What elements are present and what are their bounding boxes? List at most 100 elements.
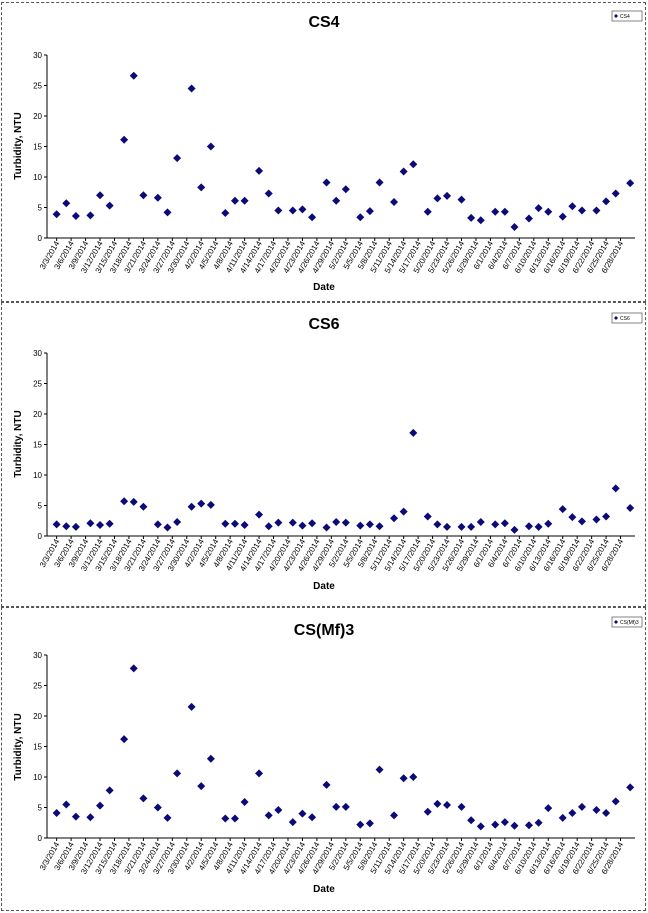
data-point	[558, 505, 567, 514]
data-point	[62, 800, 71, 809]
data-point	[467, 816, 476, 825]
data-point	[264, 522, 273, 531]
data-point	[187, 702, 196, 711]
data-point	[423, 512, 432, 521]
y-tick-label: 10	[33, 773, 42, 782]
data-point	[611, 797, 620, 806]
data-point	[356, 213, 365, 222]
data-point	[433, 520, 442, 529]
data-point	[409, 773, 418, 781]
data-point	[71, 812, 80, 821]
data-point	[611, 189, 620, 198]
data-point	[173, 769, 182, 778]
data-point	[577, 802, 586, 811]
data-point	[308, 213, 317, 222]
data-point	[173, 154, 182, 163]
chart-title: CS(Mf)3	[294, 622, 355, 639]
data-point	[120, 735, 129, 744]
data-point	[71, 522, 80, 531]
data-point	[62, 522, 71, 531]
data-point	[443, 801, 452, 810]
data-point	[491, 820, 500, 829]
data-point	[129, 497, 138, 506]
data-point	[298, 809, 307, 818]
data-point	[288, 518, 297, 527]
data-point	[476, 517, 485, 526]
data-point	[534, 522, 543, 531]
data-point	[322, 178, 331, 187]
data-point	[577, 517, 586, 526]
y-axis-title: Turbidity, NTU	[13, 713, 24, 780]
data-point	[163, 523, 172, 532]
data-point	[86, 211, 95, 220]
data-point	[544, 519, 553, 528]
data-point	[577, 206, 586, 215]
data-point	[544, 207, 553, 216]
chart-panel-csmf3: CS(Mf)3 CS(Mf)3 0 5 10 15 20 25 30 3/3/2014 3/6/20…	[1, 607, 646, 911]
data-point	[206, 754, 215, 763]
y-tick-label: 5	[38, 804, 43, 813]
y-tick-label: 10	[33, 173, 42, 182]
data-point	[611, 484, 620, 493]
data-point	[443, 191, 452, 200]
data-point	[86, 813, 95, 822]
data-point	[568, 513, 577, 522]
y-axis-title: Turbidity, NTU	[13, 410, 24, 477]
data-point	[240, 521, 249, 530]
chart-title: CS6	[308, 316, 339, 333]
data-point	[153, 193, 162, 202]
data-point	[544, 804, 553, 813]
data-point	[399, 167, 408, 176]
data-point	[510, 821, 519, 830]
data-point	[96, 521, 105, 530]
data-point	[274, 518, 283, 527]
legend-box	[611, 312, 643, 324]
data-point	[105, 201, 114, 210]
y-tick-label: 5	[38, 502, 43, 511]
data-point	[288, 818, 297, 827]
y-tick-label: 10	[33, 471, 42, 480]
data-point	[230, 196, 239, 205]
data-point	[476, 822, 485, 831]
data-point	[139, 191, 148, 200]
data-point	[365, 520, 374, 529]
y-tick-label: 25	[33, 82, 42, 91]
y-tick-label: 15	[33, 441, 42, 450]
data-point	[230, 519, 239, 528]
data-point	[467, 522, 476, 531]
data-point	[423, 207, 432, 216]
chart-panel-cs6: CS6 CS6 0 5 10 15 20 25 30 3/3/2014 3/6/2014 3/9/20…	[1, 302, 646, 607]
legend-marker	[614, 620, 618, 624]
data-point	[322, 780, 331, 789]
data-point	[500, 207, 509, 216]
data-point	[626, 783, 635, 792]
chart-csmf3: CS(Mf)3 CS(Mf)30510152025303/3/20143/6/20…	[13, 616, 643, 895]
y-tick-label: 15	[33, 743, 42, 752]
data-point	[568, 202, 577, 211]
data-point	[332, 517, 341, 526]
data-point	[558, 212, 567, 221]
data-point	[52, 808, 61, 817]
data-point	[524, 522, 533, 531]
data-point	[163, 813, 172, 822]
data-point	[139, 502, 148, 511]
y-tick-label: 20	[33, 410, 42, 419]
y-tick-label: 30	[33, 651, 42, 660]
data-point	[206, 500, 215, 509]
data-point	[120, 497, 129, 506]
data-point	[197, 499, 206, 508]
data-point	[322, 523, 331, 532]
y-tick-label: 25	[33, 380, 42, 389]
data-point	[274, 805, 283, 814]
data-point	[558, 813, 567, 822]
data-point	[491, 520, 500, 529]
data-point	[399, 507, 408, 516]
data-point	[365, 207, 374, 216]
data-point	[288, 206, 297, 215]
x-axis-title: Date	[313, 581, 335, 592]
data-point	[308, 519, 317, 528]
data-point	[62, 199, 71, 208]
data-point	[221, 519, 230, 528]
data-point	[187, 502, 196, 511]
data-point	[139, 794, 148, 803]
